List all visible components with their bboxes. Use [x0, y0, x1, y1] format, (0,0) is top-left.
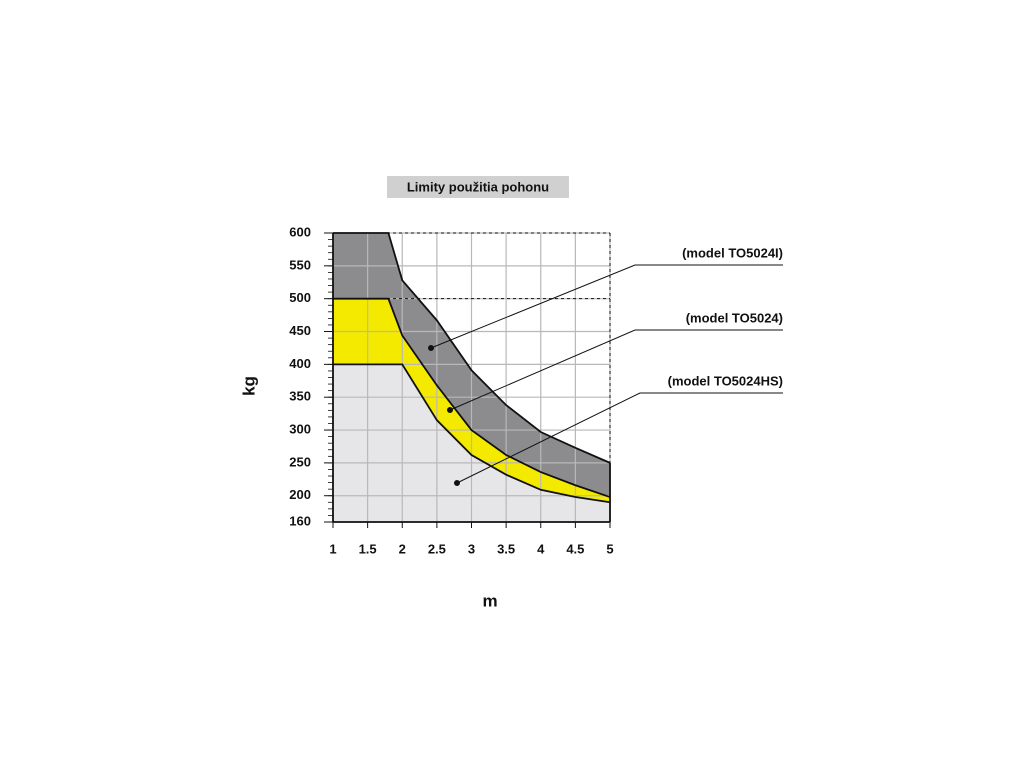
plot: 160 200 250 300 350 400 450 500 550 600 1 1.5 2 2.5 3 3…	[289, 224, 613, 556]
x-tick-label: 3	[468, 541, 475, 556]
x-tick-label: 4.5	[566, 541, 584, 556]
leader-line	[456, 392, 783, 484]
x-tick-label: 2.5	[428, 541, 446, 556]
x-tick-label: 2	[399, 541, 406, 556]
chart-title: Limity použitia pohonu	[407, 179, 549, 194]
leaders	[428, 264, 783, 486]
y-tick-label: 300	[289, 421, 311, 436]
leader-line	[430, 264, 783, 349]
leader-dot	[447, 407, 453, 413]
x-tick-label: 1	[329, 541, 336, 556]
legend-label: (model TO5024I)	[682, 245, 783, 260]
legend-label: (model TO5024HS)	[668, 373, 783, 388]
x-axis-label: m	[482, 591, 497, 610]
x-tick-label: 4	[537, 541, 545, 556]
y-tick-label: 350	[289, 389, 311, 404]
y-tick-label: 160	[289, 513, 311, 528]
x-tick-label: 1.5	[359, 541, 377, 556]
y-tick-label: 200	[289, 487, 311, 502]
series-line	[333, 232, 611, 464]
y-tick-label: 600	[289, 224, 311, 239]
y-tick-label: 450	[289, 323, 311, 338]
y-axis-label: kg	[239, 376, 258, 396]
y-tick-label: 250	[289, 454, 311, 469]
leader-line	[449, 329, 783, 411]
title-background	[387, 176, 569, 198]
y-tick-label: 500	[289, 290, 311, 305]
series-line	[333, 363, 611, 504]
y-tick-label: 550	[289, 257, 311, 272]
leader-dot	[428, 345, 434, 351]
legend-label: (model TO5024)	[686, 310, 783, 325]
x-tick-label: 5	[606, 541, 613, 556]
y-tick-label: 400	[289, 356, 311, 371]
series-line	[333, 297, 611, 498]
leader-dot	[454, 480, 460, 486]
x-tick-label: 3.5	[497, 541, 515, 556]
